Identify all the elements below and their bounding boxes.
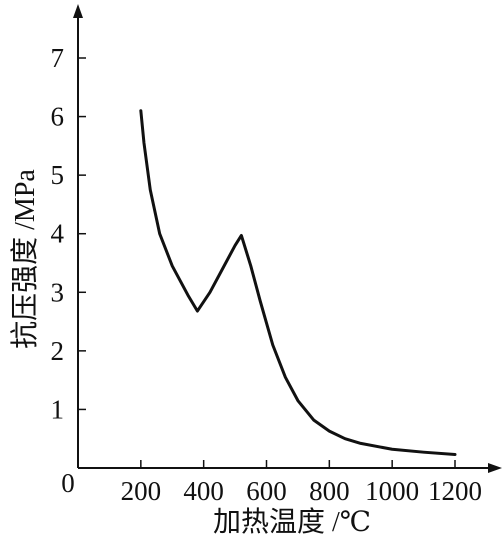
- axes: [73, 4, 502, 473]
- x-tick-label: 1000: [365, 476, 419, 506]
- y-ticks: 1 2 3 4 5 6 7: [51, 43, 86, 424]
- data-point: [194, 308, 200, 314]
- y-tick-label: 7: [51, 43, 65, 73]
- x-tick-label: 1200: [428, 476, 482, 506]
- data-point: [169, 263, 175, 269]
- x-ticks: 200 400 600 800 1000 1200: [121, 460, 482, 506]
- y-tick-label: 3: [51, 277, 65, 307]
- data-point: [452, 452, 458, 458]
- x-axis-title: 加热温度 /℃: [213, 506, 371, 538]
- data-point: [342, 436, 348, 442]
- y-tick-label: 6: [51, 102, 65, 132]
- y-tick-label: 2: [51, 336, 65, 366]
- x-tick-label: 400: [183, 476, 224, 506]
- data-point: [257, 298, 263, 304]
- data-point: [207, 289, 213, 295]
- data-point: [421, 449, 427, 455]
- data-point: [282, 374, 288, 380]
- data-point: [270, 342, 276, 348]
- data-point: [389, 446, 395, 452]
- y-tick-label: 1: [51, 394, 65, 424]
- data-point: [185, 292, 191, 298]
- data-point: [220, 266, 226, 272]
- data-point: [232, 242, 238, 248]
- data-point: [238, 232, 244, 238]
- x-axis-arrow: [488, 463, 502, 473]
- data-point: [295, 398, 301, 404]
- x-tick-label: 800: [309, 476, 350, 506]
- data-point: [326, 428, 332, 434]
- origin-label: 0: [61, 468, 75, 498]
- x-tick-label: 200: [121, 476, 162, 506]
- compressive-strength-curve: [139, 109, 457, 457]
- data-point: [141, 140, 147, 146]
- data-point: [157, 231, 163, 237]
- plot-series: [138, 108, 458, 458]
- data-point: [248, 263, 254, 269]
- y-tick-label: 4: [51, 219, 65, 249]
- data-point: [147, 187, 153, 193]
- y-axis-arrow: [73, 4, 83, 18]
- data-point: [311, 417, 317, 423]
- y-axis-title: 抗压强度 /MPa: [9, 169, 41, 349]
- x-tick-label: 600: [246, 476, 287, 506]
- data-point: [138, 108, 144, 114]
- y-tick-label: 5: [51, 160, 65, 190]
- data-point: [358, 440, 364, 446]
